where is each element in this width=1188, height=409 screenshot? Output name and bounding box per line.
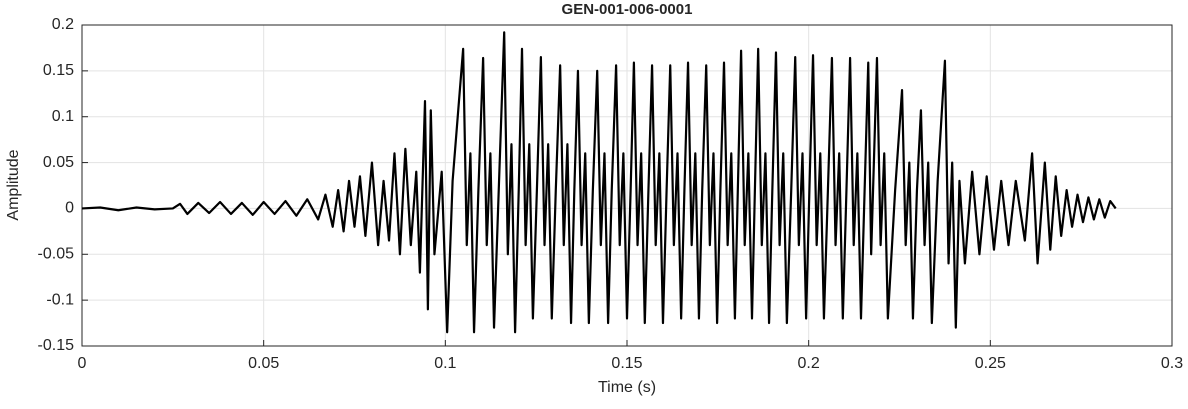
y-tick-label: 0: [65, 200, 74, 217]
x-tick-label: 0: [78, 355, 87, 372]
y-tick-label: 0.05: [43, 154, 74, 171]
y-tick-label: -0.15: [38, 337, 75, 354]
x-tick-label: 0.1: [434, 355, 456, 372]
y-tick-label: -0.05: [38, 246, 75, 263]
x-tick-label: 0.2: [798, 355, 820, 372]
plot-frame: [81, 24, 1173, 347]
x-tick-label: 0.15: [611, 355, 642, 372]
y-tick-label: 0.15: [43, 62, 74, 79]
waveform-line: [81, 31, 1117, 334]
x-tick-label: 0.05: [248, 355, 279, 372]
y-axis-label: Amplitude: [5, 149, 22, 220]
y-tick-label: -0.1: [46, 291, 74, 308]
y-tick-label: 0.2: [52, 16, 74, 33]
y-tick-label: 0.1: [52, 108, 74, 125]
x-tick-label: 0.25: [975, 355, 1006, 372]
x-tick-label: 0.3: [1161, 355, 1183, 372]
x-axis-label: Time (s): [598, 379, 656, 396]
chart-title: GEN-001-006-0001: [562, 1, 693, 18]
